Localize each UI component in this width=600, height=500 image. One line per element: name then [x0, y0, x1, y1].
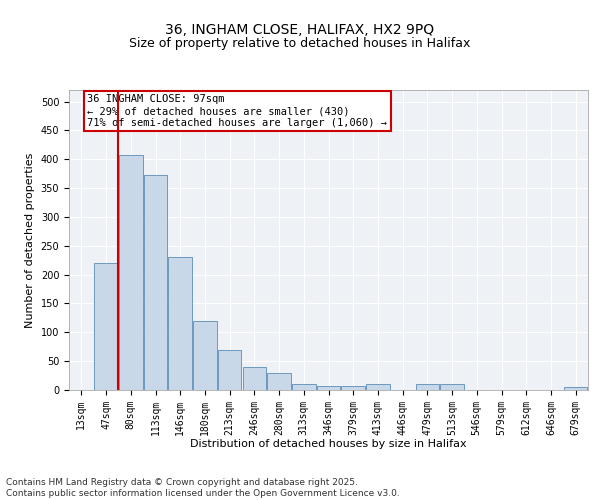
X-axis label: Distribution of detached houses by size in Halifax: Distribution of detached houses by size …	[190, 439, 467, 449]
Text: 36, INGHAM CLOSE, HALIFAX, HX2 9PQ: 36, INGHAM CLOSE, HALIFAX, HX2 9PQ	[166, 22, 434, 36]
Bar	[144, 176, 167, 390]
Bar	[169, 258, 192, 390]
Bar	[292, 384, 316, 390]
Bar	[193, 321, 217, 390]
Text: 36 INGHAM CLOSE: 97sqm
← 29% of detached houses are smaller (430)
71% of semi-de: 36 INGHAM CLOSE: 97sqm ← 29% of detached…	[87, 94, 387, 128]
Bar	[440, 384, 464, 390]
Text: Size of property relative to detached houses in Halifax: Size of property relative to detached ho…	[130, 38, 470, 51]
Bar	[317, 386, 340, 390]
Bar	[119, 155, 143, 390]
Bar	[94, 263, 118, 390]
Y-axis label: Number of detached properties: Number of detached properties	[25, 152, 35, 328]
Bar	[366, 384, 389, 390]
Text: Contains HM Land Registry data © Crown copyright and database right 2025.
Contai: Contains HM Land Registry data © Crown c…	[6, 478, 400, 498]
Bar	[268, 372, 291, 390]
Bar	[341, 386, 365, 390]
Bar	[564, 387, 587, 390]
Bar	[416, 384, 439, 390]
Bar	[242, 367, 266, 390]
Bar	[218, 350, 241, 390]
